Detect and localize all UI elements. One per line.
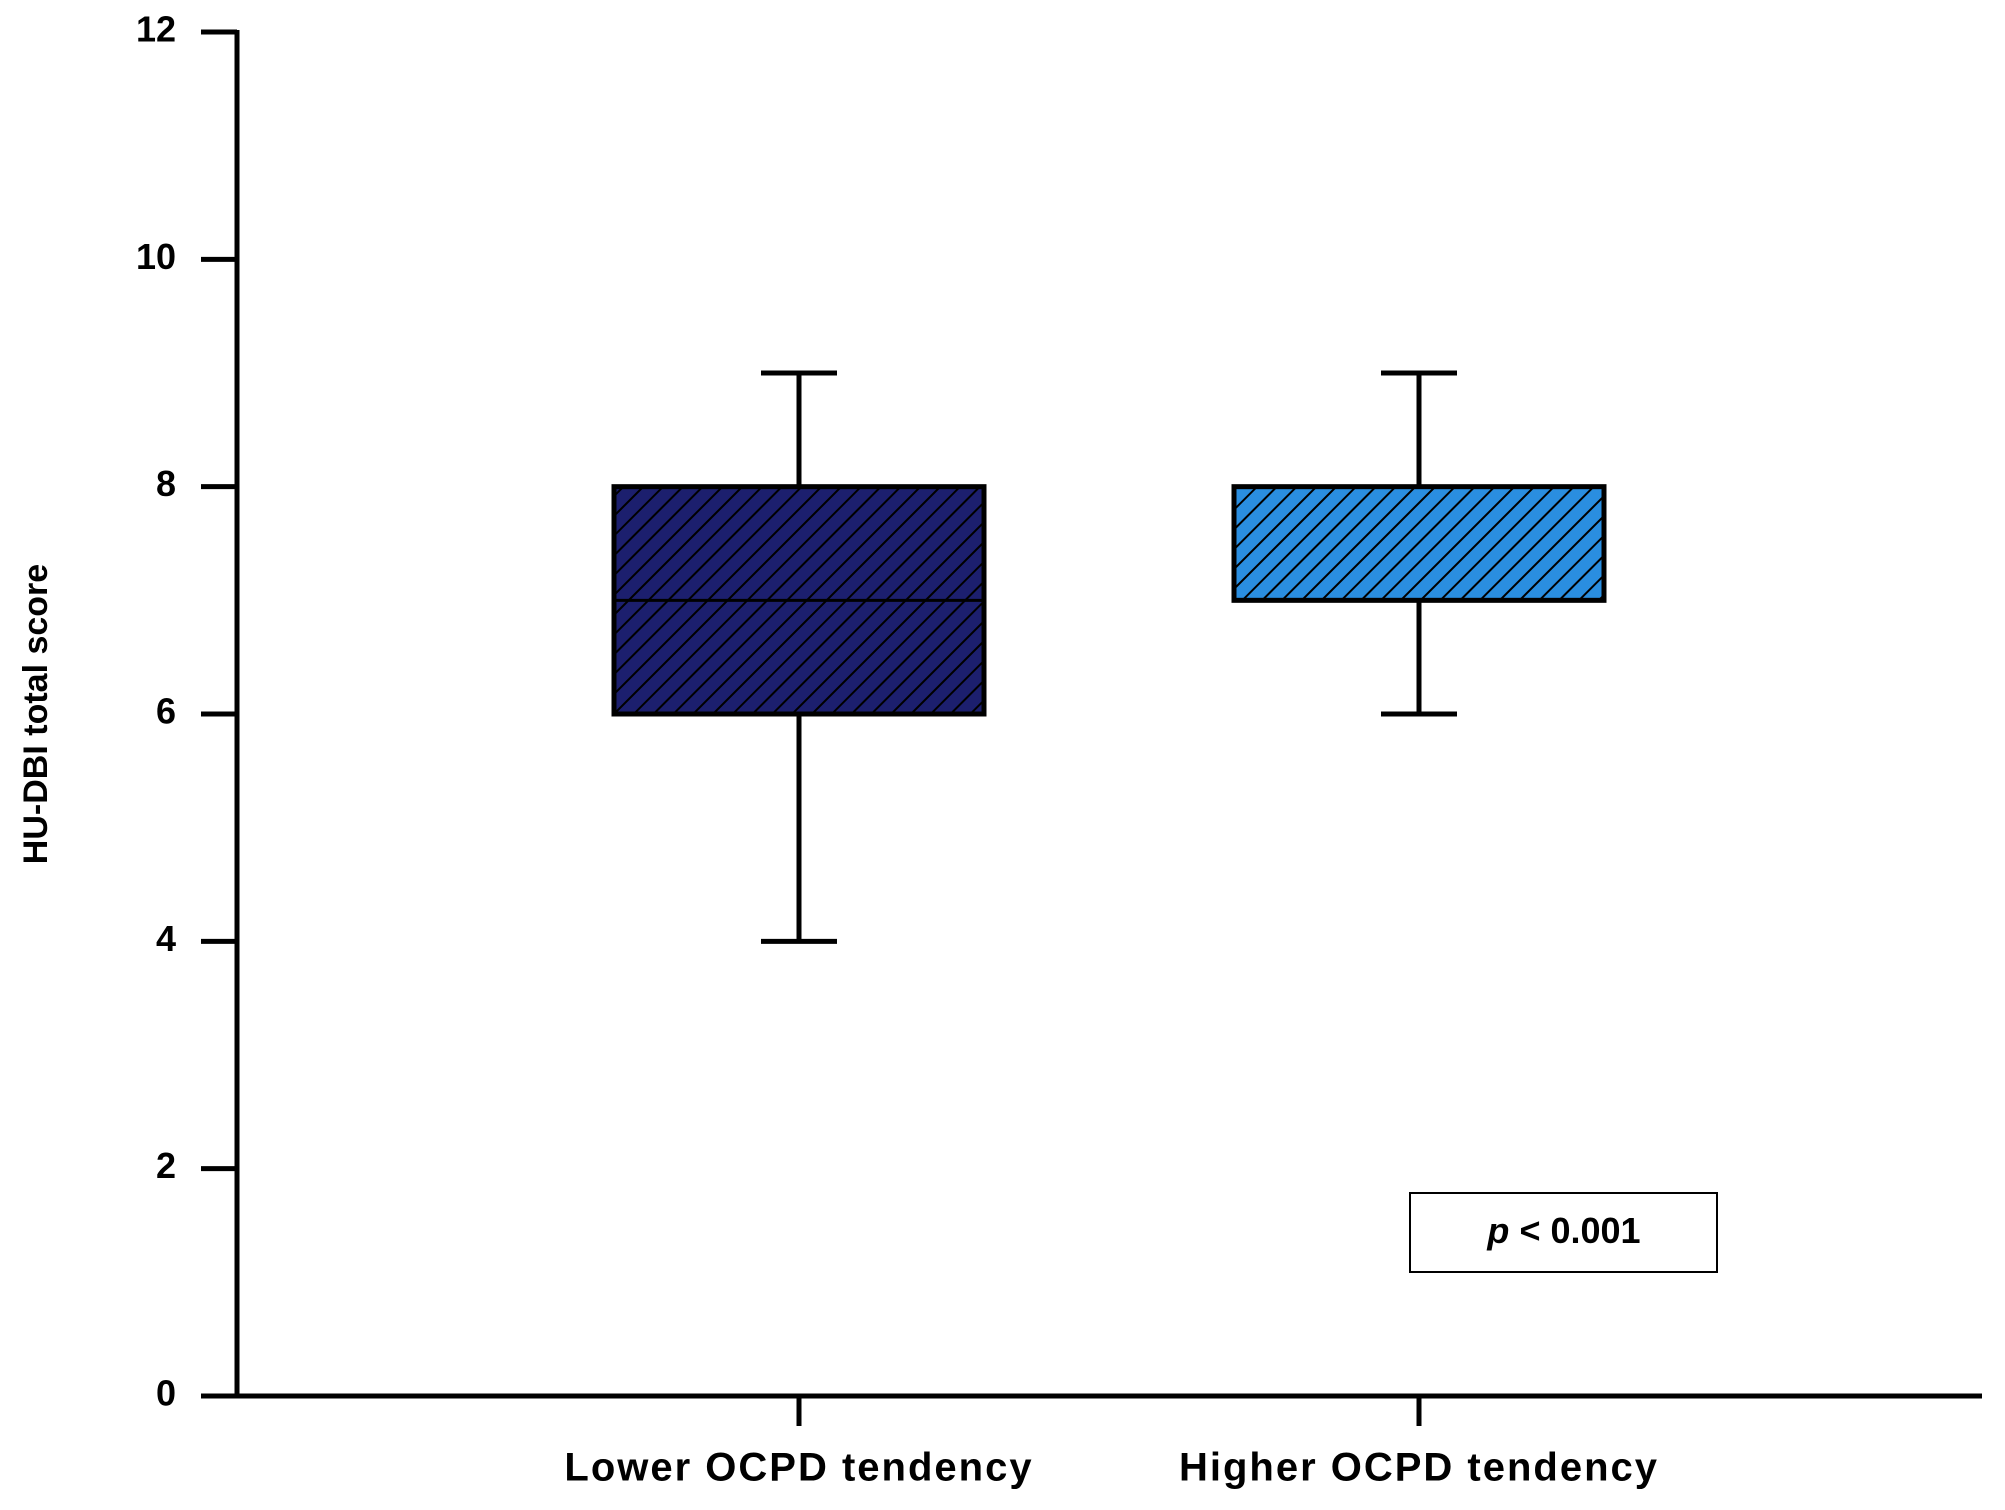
x-tick-label: Lower OCPD tendency [564, 1446, 1033, 1490]
box [1231, 484, 1607, 603]
y-tick-label: 4 [156, 918, 176, 959]
annotation-italic: p [1486, 1210, 1509, 1251]
y-tick-label: 2 [156, 1145, 176, 1186]
y-tick-label: 12 [136, 9, 176, 50]
y-tick-label: 10 [136, 236, 176, 277]
x-tick-label: Higher OCPD tendency [1179, 1446, 1659, 1490]
annotation-text: < 0.001 [1519, 1210, 1640, 1251]
y-axis-label: HU-DBI total score [17, 564, 55, 864]
y-tick-label: 8 [156, 463, 176, 504]
y-tick-label: 6 [156, 691, 176, 732]
annotation: p < 0.001 [1486, 1210, 1640, 1251]
annotation-box [1409, 1192, 1718, 1273]
y-tick-label: 0 [156, 1373, 176, 1414]
